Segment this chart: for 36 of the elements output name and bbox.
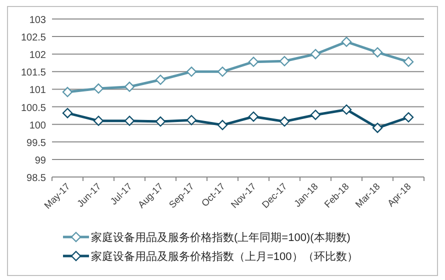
legend-label: 家庭设备用品及服务价格指数(上年同期=100)(本期数) [91, 231, 350, 244]
point [279, 116, 290, 127]
y-tick-label: 100.5 [20, 102, 46, 114]
point [341, 104, 352, 115]
point [93, 83, 104, 94]
point [155, 116, 166, 127]
point [217, 120, 228, 130]
point [93, 116, 104, 126]
y-tick-label: 100 [29, 120, 46, 132]
point [403, 56, 414, 67]
y-tick-label: 101 [29, 85, 46, 96]
point [248, 56, 259, 67]
point [186, 66, 197, 77]
point [372, 122, 383, 133]
point [186, 115, 197, 126]
y-tick-label: 102 [29, 50, 46, 62]
point [155, 74, 166, 85]
point [62, 108, 73, 118]
point [248, 112, 259, 122]
y-tick-label: 102.5 [20, 32, 46, 44]
point [279, 56, 290, 66]
point [124, 82, 135, 92]
point [62, 86, 73, 98]
point [310, 49, 321, 60]
legend-label: 家庭设备用品及服务价格指数（上月=100）（环比数） [91, 250, 358, 263]
point [310, 110, 321, 120]
point [372, 47, 383, 58]
point [341, 36, 352, 47]
point [403, 112, 414, 122]
y-tick-label: 103 [29, 15, 46, 26]
y-tick-label: 99.5 [26, 138, 46, 149]
y-tick-label: 99 [34, 155, 46, 166]
y-tick-label: 101.5 [20, 68, 46, 79]
point [124, 116, 135, 126]
point [217, 66, 228, 77]
y-tick-label: 98.5 [26, 173, 46, 184]
